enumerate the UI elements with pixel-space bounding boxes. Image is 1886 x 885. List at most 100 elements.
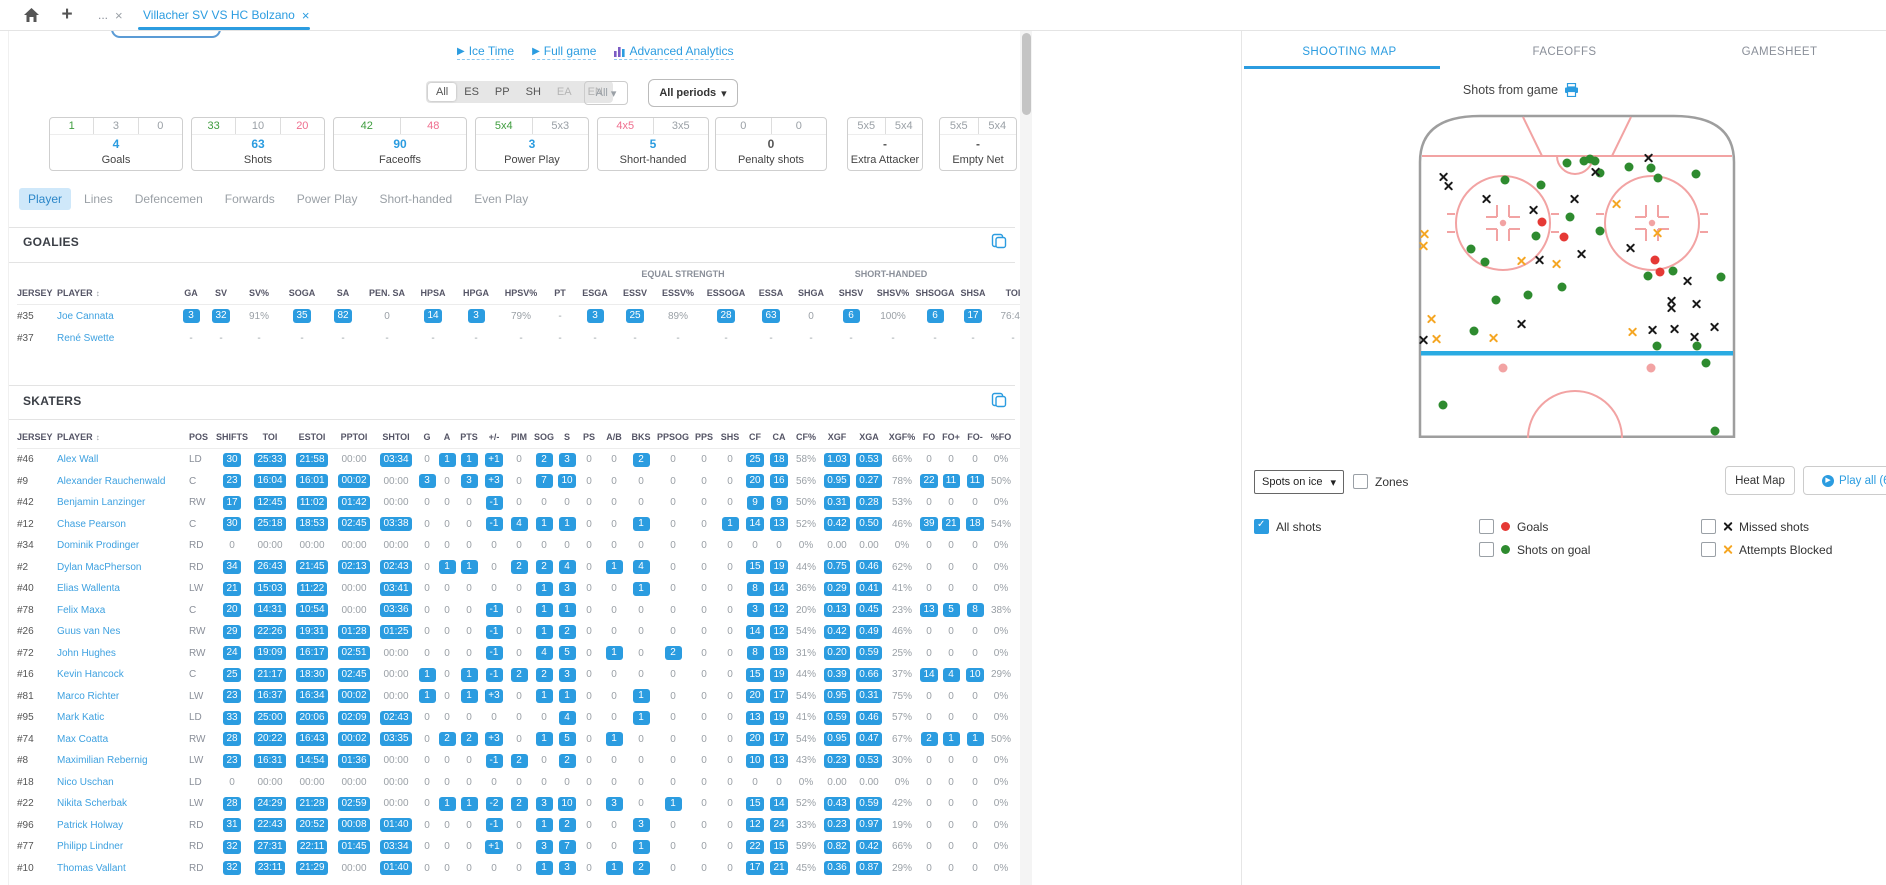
- column-header-jersey[interactable]: JERSEY: [17, 432, 53, 442]
- player-link[interactable]: Philipp Lindner: [57, 841, 124, 853]
- column-header-toi[interactable]: TOI: [262, 432, 278, 442]
- strength-option-all[interactable]: All: [428, 83, 457, 101]
- column-header-essa[interactable]: ESSA: [758, 288, 784, 298]
- shot-marker-on-goal[interactable]: [1585, 154, 1595, 164]
- new-tab-button[interactable]: +: [61, 4, 73, 25]
- column-header-a[interactable]: A: [443, 432, 451, 442]
- view-tab-forwards[interactable]: Forwards: [224, 192, 275, 206]
- player-link[interactable]: Nico Uschan: [57, 776, 114, 788]
- shot-marker-on-goal[interactable]: [1469, 326, 1479, 336]
- shot-marker-on-goal[interactable]: [1653, 173, 1663, 183]
- shot-marker-missed[interactable]: [1576, 249, 1587, 259]
- map-tab-shooting-map[interactable]: SHOOTING MAP: [1302, 46, 1397, 58]
- shot-marker-missed[interactable]: [1692, 299, 1702, 309]
- player-link[interactable]: Maximilian Rebernig: [57, 755, 148, 767]
- column-header-hpsa[interactable]: HPSA: [420, 288, 446, 298]
- strength-option-sh[interactable]: SH: [525, 86, 541, 98]
- shot-marker-missed[interactable]: [1666, 303, 1677, 313]
- shot-marker-on-goal[interactable]: [1438, 400, 1448, 410]
- heat-map-button[interactable]: Heat Map: [1725, 466, 1795, 495]
- column-header-ppsog[interactable]: PPSOG: [656, 432, 689, 442]
- shot-marker-missed[interactable]: [1481, 194, 1491, 204]
- copy-table-icon[interactable]: [991, 233, 1007, 249]
- column-header-ca[interactable]: CA: [772, 432, 786, 442]
- header-link-ice-time[interactable]: ▶ Ice Time: [457, 44, 515, 60]
- player-link[interactable]: Chase Pearson: [57, 518, 126, 530]
- view-tab-power-play[interactable]: Power Play: [296, 192, 358, 206]
- column-header-shga[interactable]: SHGA: [797, 288, 824, 298]
- column-header-esga[interactable]: ESGA: [582, 288, 608, 298]
- shot-marker-on-goal[interactable]: [1562, 158, 1572, 168]
- shot-marker-blocked[interactable]: [1627, 327, 1637, 337]
- shot-marker-on-goal[interactable]: [1701, 358, 1711, 368]
- player-link[interactable]: Guus van Nes: [57, 626, 121, 638]
- shot-marker-goal[interactable]: [1650, 255, 1660, 265]
- column-header-xgf%[interactable]: XGF%: [888, 432, 916, 442]
- player-link[interactable]: Benjamin Lanzinger: [57, 497, 146, 509]
- legend-checkbox[interactable]: [1254, 519, 1269, 534]
- player-link[interactable]: Joe Cannata: [57, 310, 114, 322]
- shot-marker-missed[interactable]: [1516, 319, 1526, 329]
- column-header-xgf[interactable]: XGF: [827, 432, 847, 442]
- column-header-ps[interactable]: PS: [582, 432, 595, 442]
- shot-marker-missed[interactable]: [1569, 194, 1580, 204]
- column-header-shs[interactable]: SHS: [720, 432, 740, 442]
- shot-marker-missed[interactable]: [1670, 324, 1680, 334]
- player-link[interactable]: Alexander Rauchenwald: [57, 475, 166, 487]
- zones-checkbox[interactable]: [1353, 474, 1368, 489]
- copy-table-icon[interactable]: [991, 392, 1007, 408]
- player-link[interactable]: Felix Maxa: [57, 604, 106, 616]
- legend-checkbox[interactable]: [1701, 542, 1716, 557]
- column-header-shtoi[interactable]: SHTOI: [382, 432, 410, 442]
- column-header-sog[interactable]: SOG: [533, 432, 554, 442]
- shot-marker-missed[interactable]: [1444, 181, 1454, 191]
- shot-marker-blocked[interactable]: [1488, 333, 1498, 343]
- shot-marker-blocked[interactable]: [1418, 241, 1429, 251]
- player-link[interactable]: Elias Wallenta: [57, 583, 120, 595]
- strength-option-ea[interactable]: EA: [556, 86, 572, 98]
- period-filter-dropdown[interactable]: All periods ▾: [648, 79, 738, 107]
- legend-checkbox[interactable]: [1701, 519, 1716, 534]
- shot-marker-blocked[interactable]: [1431, 334, 1442, 344]
- column-header-player[interactable]: PLAYER ↕: [57, 288, 100, 298]
- shot-marker-on-goal[interactable]: [1595, 168, 1605, 178]
- shot-marker-missed[interactable]: [1590, 167, 1601, 177]
- shot-marker-blocked[interactable]: [1652, 228, 1663, 238]
- shot-marker-on-goal[interactable]: [1710, 426, 1720, 436]
- shot-marker-on-goal[interactable]: [1480, 257, 1490, 267]
- player-link[interactable]: Max Coatta: [57, 733, 109, 745]
- column-header-%fo[interactable]: %FO: [990, 432, 1012, 442]
- printer-icon[interactable]: [1564, 82, 1579, 98]
- player-link[interactable]: Nikita Scherbak: [57, 798, 128, 810]
- tab-game[interactable]: Villacher SV VS HC Bolzano ×: [143, 0, 309, 30]
- column-header-ab[interactable]: A/B: [606, 432, 622, 442]
- column-header-essv[interactable]: ESSV: [622, 288, 647, 298]
- strength-option-pp[interactable]: PP: [494, 86, 510, 98]
- shot-marker-blocked[interactable]: [1427, 314, 1437, 324]
- view-tab-even-play[interactable]: Even Play: [474, 192, 529, 206]
- shot-marker-blocked[interactable]: [1552, 259, 1562, 269]
- shot-marker-missed[interactable]: [1682, 276, 1692, 286]
- column-header-s[interactable]: S: [563, 432, 570, 442]
- shot-marker-on-goal[interactable]: [1595, 226, 1605, 236]
- shot-marker-on-goal[interactable]: [1646, 163, 1656, 173]
- column-header-sv%[interactable]: SV%: [248, 288, 269, 298]
- player-link[interactable]: Thomas Vallant: [57, 862, 126, 874]
- scrollbar[interactable]: [1020, 31, 1032, 885]
- shot-marker-on-goal[interactable]: [1579, 156, 1589, 166]
- column-header-essv%[interactable]: ESSV%: [661, 288, 694, 298]
- team-filter-dropdown[interactable]: All ▾: [584, 81, 628, 105]
- column-header-hpga[interactable]: HPGA: [462, 288, 489, 298]
- legend-checkbox[interactable]: [1479, 542, 1494, 557]
- player-link[interactable]: Kevin Hancock: [57, 669, 124, 681]
- shot-marker-on-goal[interactable]: [1668, 266, 1678, 276]
- column-header-xga[interactable]: XGA: [859, 432, 879, 442]
- legend-checkbox[interactable]: [1479, 519, 1494, 534]
- shot-marker-on-goal[interactable]: [1536, 180, 1546, 190]
- shot-marker-on-goal[interactable]: [1692, 341, 1702, 351]
- view-tab-short-handed[interactable]: Short-handed: [379, 192, 453, 206]
- column-header-pps[interactable]: PPS: [694, 432, 713, 442]
- column-header-shifts[interactable]: SHIFTS: [215, 432, 248, 442]
- column-header-cf[interactable]: CF: [749, 432, 761, 442]
- shot-marker-on-goal[interactable]: [1523, 290, 1533, 300]
